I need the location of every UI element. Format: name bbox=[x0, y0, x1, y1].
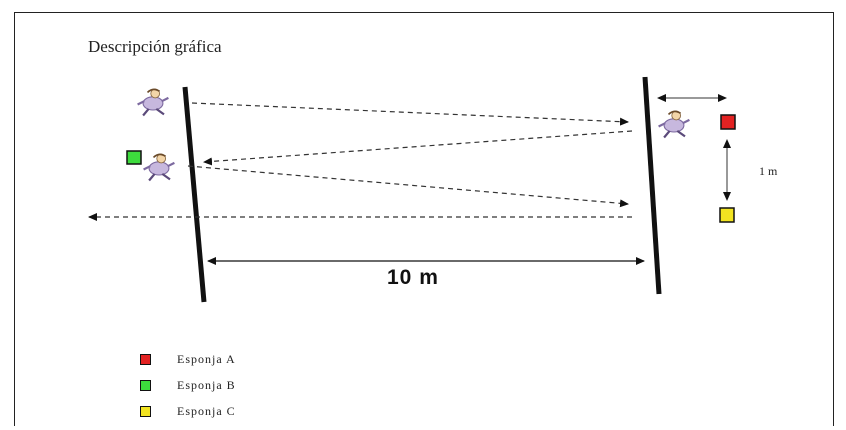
legend-swatch-c bbox=[140, 405, 151, 417]
legend-swatch-b bbox=[140, 379, 151, 391]
runner-figure-1 bbox=[136, 87, 170, 117]
distance-label: 10 m bbox=[387, 266, 439, 289]
runner-figure-2 bbox=[657, 109, 691, 139]
run-arrow-3 bbox=[187, 165, 629, 208]
run-arrow-2 bbox=[203, 130, 633, 166]
legend-label-a: Esponja A bbox=[177, 351, 236, 366]
legend-label-c: Esponja C bbox=[177, 403, 236, 418]
legend-item-a: Esponja A bbox=[140, 346, 236, 372]
right-boundary-line bbox=[642, 76, 662, 295]
legend: Esponja A Esponja B Esponja C bbox=[140, 346, 236, 424]
legend-item-c: Esponja C bbox=[140, 398, 236, 424]
gap-label: 1 m bbox=[759, 164, 778, 178]
diagram-frame bbox=[14, 12, 834, 426]
legend-swatch-a bbox=[140, 353, 151, 365]
diagram-title: Descripción gráfica bbox=[88, 37, 222, 56]
legend-item-b: Esponja B bbox=[140, 372, 236, 398]
legend-label-b: Esponja B bbox=[177, 377, 236, 392]
sponge-c-marker bbox=[719, 207, 735, 223]
run-arrow-1 bbox=[191, 102, 629, 126]
sponge-b-marker bbox=[126, 150, 142, 165]
sponge-a-marker bbox=[720, 114, 736, 130]
left-boundary-line bbox=[182, 86, 207, 303]
runner-figure-3 bbox=[142, 153, 176, 182]
